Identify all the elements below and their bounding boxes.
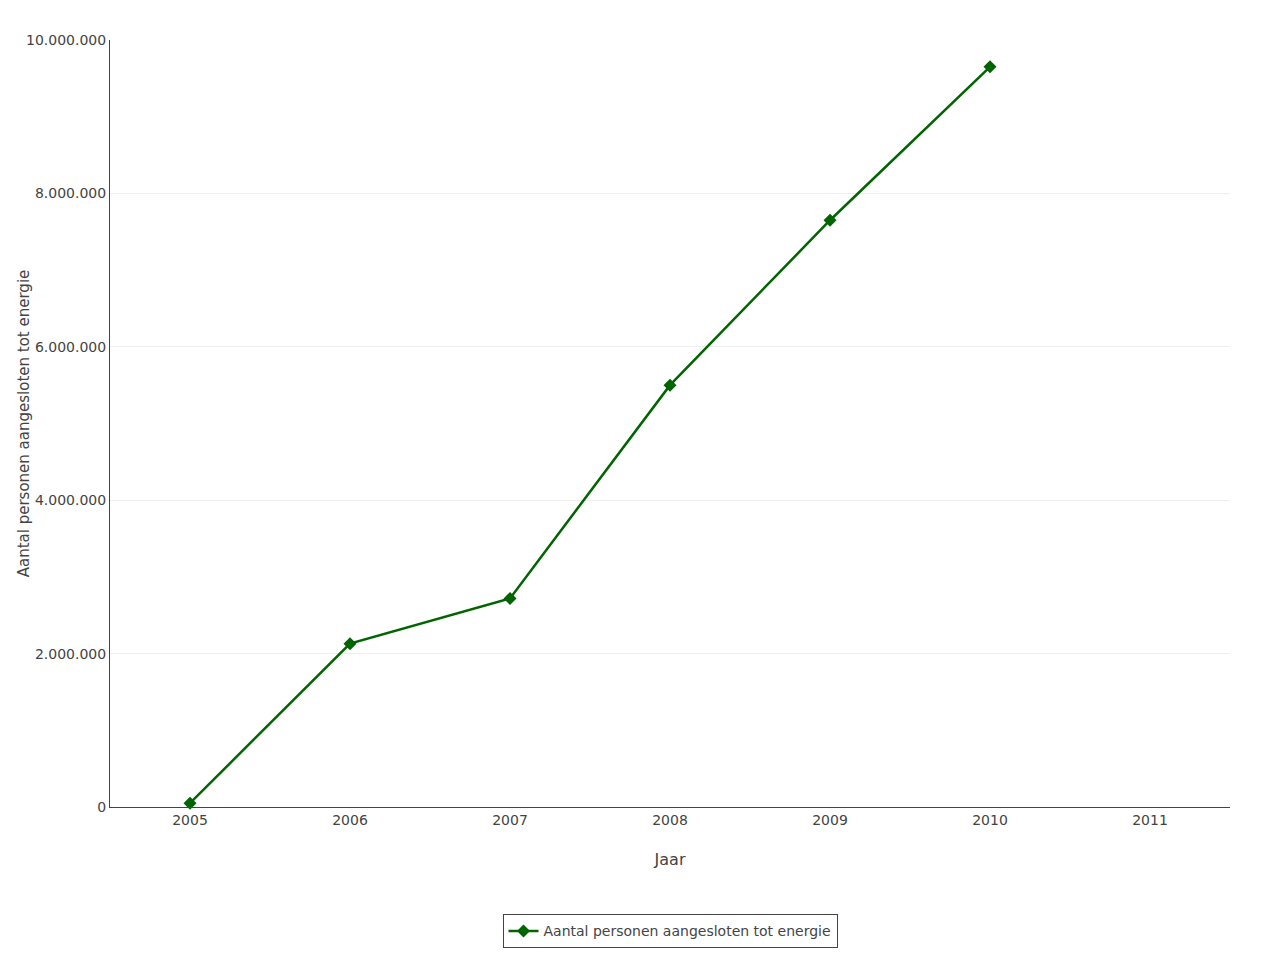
- svg-text:8.000.000: 8.000.000: [35, 185, 106, 201]
- svg-text:2011: 2011: [1132, 812, 1168, 828]
- svg-text:2010: 2010: [972, 812, 1008, 828]
- svg-text:Aantal personen aangesloten to: Aantal personen aangesloten tot energie: [544, 923, 831, 939]
- svg-text:2008: 2008: [652, 812, 688, 828]
- svg-text:2009: 2009: [812, 812, 848, 828]
- svg-text:6.000.000: 6.000.000: [35, 339, 106, 355]
- svg-text:2005: 2005: [172, 812, 208, 828]
- svg-text:2007: 2007: [492, 812, 528, 828]
- svg-text:2006: 2006: [332, 812, 368, 828]
- svg-text:10.000.000: 10.000.000: [26, 32, 106, 48]
- svg-text:4.000.000: 4.000.000: [35, 492, 106, 508]
- svg-text:Jaar: Jaar: [654, 850, 686, 869]
- svg-text:2.000.000: 2.000.000: [35, 646, 106, 662]
- svg-text:0: 0: [97, 799, 106, 815]
- svg-text:Aantal personen aangesloten to: Aantal personen aangesloten tot energie: [15, 270, 33, 578]
